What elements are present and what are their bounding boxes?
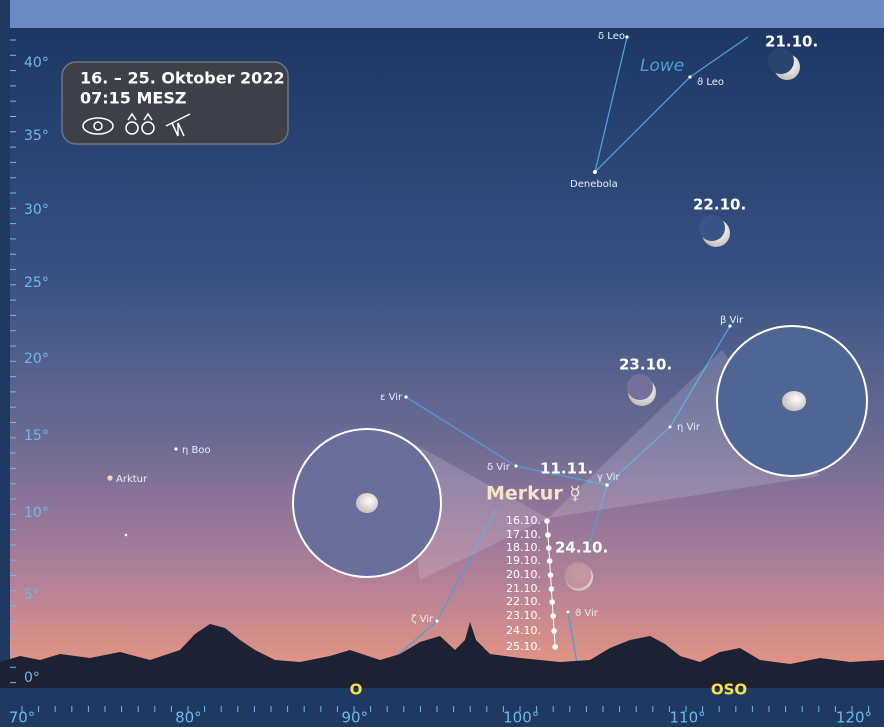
mercury-position xyxy=(545,545,552,551)
mercury-date: 19.10. xyxy=(506,554,541,567)
direction: OSO xyxy=(711,681,747,699)
altitude-label: 10° xyxy=(24,505,49,521)
altitude-label: 25° xyxy=(24,275,49,291)
mercury-disk xyxy=(356,493,378,513)
mercury-date: 24.10. xyxy=(506,624,541,637)
altitude-label: 30° xyxy=(24,202,49,218)
star-label: η Vir xyxy=(677,422,701,433)
altitude-label: 40° xyxy=(24,55,49,71)
mercury-position xyxy=(546,558,553,564)
moon-date: 23.10. xyxy=(619,356,672,374)
altitude-label: 35° xyxy=(24,128,49,144)
altitude-label: 15° xyxy=(24,428,49,444)
horizon-silhouette xyxy=(0,622,884,690)
altitude-label: 5° xyxy=(24,587,40,603)
star-label: δ Leo xyxy=(598,31,625,42)
stars xyxy=(107,35,732,623)
star-label: η Boo xyxy=(182,445,211,456)
azimuth-scale xyxy=(0,688,884,727)
star-label: Denebola xyxy=(570,179,618,190)
star-label: δ Vir xyxy=(487,462,511,473)
mercury-position xyxy=(547,572,554,578)
mercury-position xyxy=(550,613,556,619)
mercury-date: 23.10. xyxy=(506,609,541,622)
mercury-date: 17.10. xyxy=(506,528,541,541)
zoom-wedge xyxy=(400,436,548,580)
star-label: ζ Vir xyxy=(411,614,434,625)
mercury-position xyxy=(551,628,557,634)
mercury-track xyxy=(546,519,556,646)
star-label: Arktur xyxy=(116,474,148,485)
constellation-name: Lowe xyxy=(640,56,684,76)
star-label: ϑ Leo xyxy=(697,77,724,88)
azimuth-label: 70° xyxy=(9,709,36,727)
altitude-label: 20° xyxy=(24,351,49,367)
azimuth-label: 120° xyxy=(836,709,872,727)
mercury-label: Merkur ☿ xyxy=(486,483,581,505)
azimuth-label: 110° xyxy=(670,709,706,727)
conjunction-date: 11.11. xyxy=(540,460,593,478)
info-time: 07:15 MESZ xyxy=(80,89,186,108)
mercury-date: 25.10. xyxy=(506,640,541,653)
azimuth-label: 80° xyxy=(175,709,202,727)
azimuth-label: 90° xyxy=(342,709,369,727)
moon-date: 22.10. xyxy=(693,196,746,214)
mercury-position xyxy=(544,518,550,524)
moon-date: 21.10. xyxy=(765,33,818,51)
mercury-position xyxy=(549,599,556,605)
direction: O xyxy=(350,681,363,699)
star-label: ϑ Vir xyxy=(575,608,599,619)
star-label: β Vir xyxy=(720,315,744,326)
mercury-date: 22.10. xyxy=(506,595,541,608)
info-date: 16. – 25. Oktober 2022 xyxy=(80,69,285,88)
mercury-position xyxy=(545,532,551,538)
mercury-position xyxy=(552,644,558,650)
moons xyxy=(564,48,800,591)
mercury-date: 21.10. xyxy=(506,582,541,595)
top-bar xyxy=(0,0,884,28)
info-box xyxy=(61,61,289,145)
mercury-date: 20.10. xyxy=(506,568,541,581)
observing-icons xyxy=(82,112,191,137)
mercury-date: 18.10. xyxy=(506,541,541,554)
star-label: γ Vir xyxy=(597,472,620,483)
left-scale xyxy=(0,0,10,727)
mercury-date: 16.10. xyxy=(506,514,541,527)
mercury-position xyxy=(548,586,555,592)
star-label: ε Vir xyxy=(380,392,403,403)
moon-date: 24.10. xyxy=(555,539,608,557)
mercury-disk xyxy=(782,391,806,411)
altitude-label: 0° xyxy=(24,670,40,686)
azimuth-label: 100° xyxy=(503,709,539,727)
